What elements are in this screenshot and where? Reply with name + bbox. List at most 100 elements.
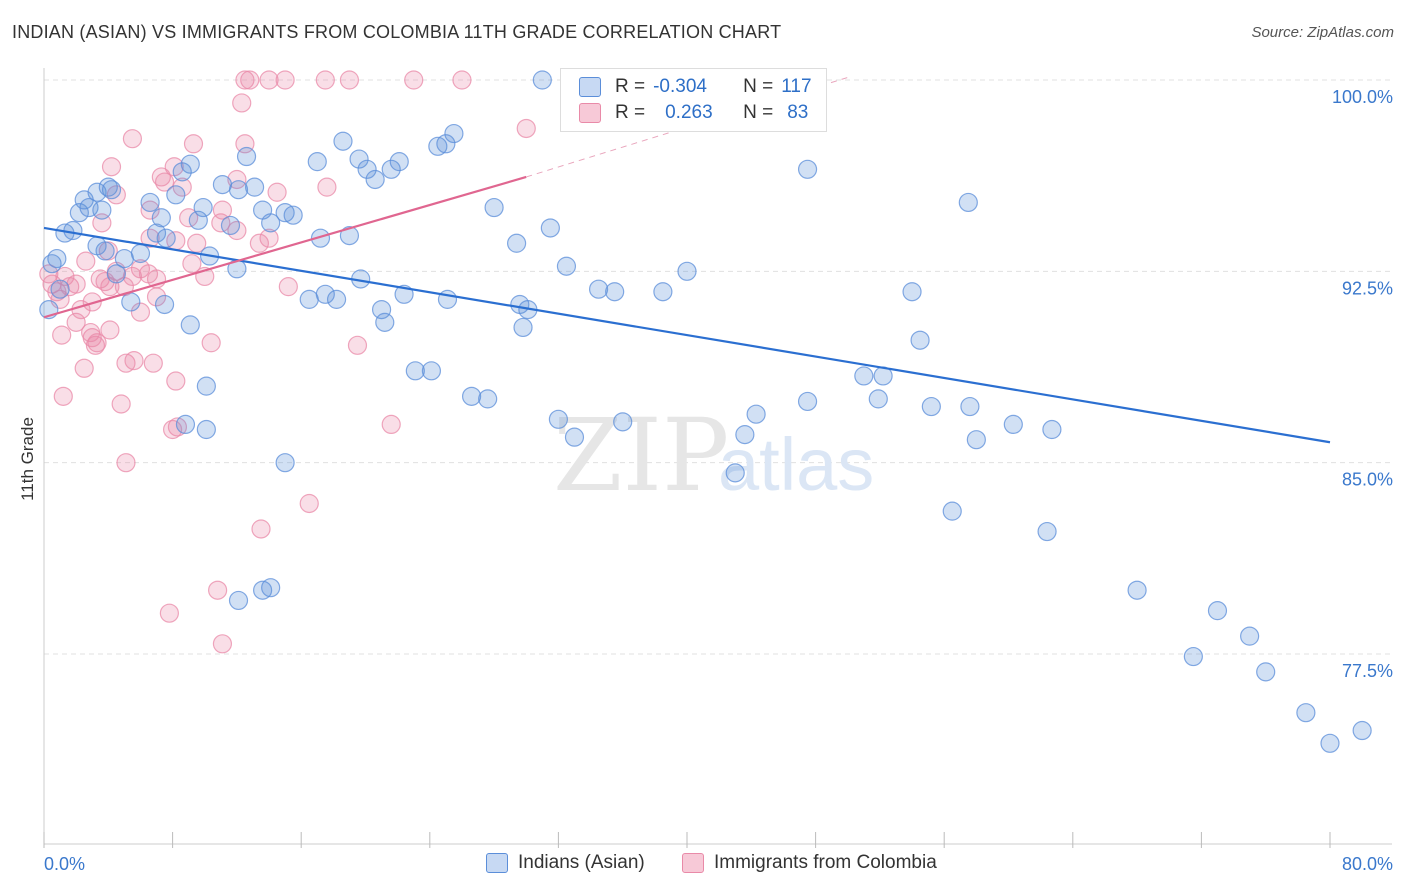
colombia-point xyxy=(140,228,160,248)
indians-point xyxy=(63,220,83,241)
colombia-point xyxy=(208,580,228,600)
bottom-legend-label: Indians (Asian) xyxy=(518,852,645,873)
indians-point xyxy=(69,203,89,223)
y-axis-label: 11th Grade xyxy=(18,417,37,501)
colombia-point xyxy=(146,287,167,307)
colombia-point xyxy=(53,386,73,406)
indians-point xyxy=(605,282,625,302)
indians-point xyxy=(87,182,107,202)
indians-point xyxy=(797,391,818,412)
bottom-legend-indians: Indians (Asian) xyxy=(486,852,645,874)
indians-point xyxy=(735,425,755,445)
legend-r-value: -0.304 xyxy=(653,76,707,97)
indians-point xyxy=(154,294,175,315)
legend-row-indians: R = -0.304 N = 117 xyxy=(579,75,812,99)
indians-point xyxy=(902,282,922,302)
x-tick-label-min: 0.0% xyxy=(44,854,85,874)
indians-point xyxy=(212,174,233,195)
indians-point xyxy=(960,396,980,417)
indians-point xyxy=(436,134,456,154)
indians-point xyxy=(478,389,498,409)
indians-point xyxy=(942,501,962,521)
chart-source: Source: ZipAtlas.com xyxy=(1251,24,1394,41)
colombia-point xyxy=(163,419,183,440)
indians-point xyxy=(588,279,609,299)
indians-point xyxy=(307,152,327,172)
indians-point xyxy=(236,146,257,167)
indians-point xyxy=(1183,646,1203,667)
indians-point xyxy=(357,159,377,179)
watermark-zip: ZIP xyxy=(553,397,729,514)
indians-point xyxy=(513,317,533,338)
correlation-legend: R = -0.304 N = 117 R = 0.263 N = 83 xyxy=(560,68,827,132)
bottom-swatch-pink xyxy=(682,853,704,873)
indians-point xyxy=(677,261,697,281)
x-tick-label-max: 80.0% xyxy=(1342,854,1393,874)
indians-point xyxy=(1037,521,1057,542)
colombia-point xyxy=(124,351,144,371)
colombia-point xyxy=(100,320,120,340)
indians-point xyxy=(381,159,401,179)
colombia-point xyxy=(183,134,204,154)
indians-point xyxy=(868,389,888,409)
indians-point xyxy=(532,70,552,90)
colombia-point xyxy=(275,70,295,90)
legend-n-label: N = xyxy=(743,102,774,123)
indians-point xyxy=(1042,419,1062,440)
colombia-point xyxy=(182,254,202,274)
trend-lines xyxy=(43,76,1331,444)
colombia-point xyxy=(154,172,175,192)
bottom-legend-label: Immigrants from Colombia xyxy=(714,852,937,873)
colombia-point xyxy=(82,292,102,312)
indians-point xyxy=(405,361,425,381)
indians-point xyxy=(1207,601,1228,621)
colombia-point xyxy=(159,603,179,623)
indians-trend-line xyxy=(43,226,1331,444)
indians-point xyxy=(1352,720,1372,741)
indians-point xyxy=(653,282,673,302)
indians-point xyxy=(101,180,122,200)
legend-r-value: 0.263 xyxy=(665,102,713,123)
colombia-point xyxy=(212,634,233,654)
indians-point xyxy=(746,404,766,424)
colombia-point xyxy=(299,493,319,514)
colombia-point xyxy=(130,302,151,322)
colombia-point xyxy=(101,157,122,177)
indians-point xyxy=(261,213,281,233)
indians-point xyxy=(1003,414,1023,434)
colombia-point xyxy=(278,277,298,297)
colombia-point xyxy=(151,167,171,187)
indians-point xyxy=(228,590,249,611)
indians-point xyxy=(114,248,134,269)
indians-point xyxy=(797,159,818,179)
indians-point xyxy=(461,386,482,406)
y-tick-label: 100.0% xyxy=(1332,87,1393,107)
colombia-point xyxy=(166,371,186,391)
indians-point xyxy=(146,223,167,243)
indians-point xyxy=(106,264,126,284)
colombia-point xyxy=(404,70,424,90)
indians-point xyxy=(854,366,874,386)
colombia-point xyxy=(76,251,96,271)
indians-point xyxy=(507,233,527,253)
legend-n-value: 117 xyxy=(781,76,812,97)
colombia-point xyxy=(381,414,401,434)
indians-point xyxy=(275,453,295,473)
colombia-point xyxy=(227,169,247,190)
watermark-atlas: atlas xyxy=(718,423,874,506)
y-tick-label: 92.5% xyxy=(1342,278,1393,298)
indians-point xyxy=(564,427,585,447)
colombia-point xyxy=(240,70,260,90)
indians-point xyxy=(121,292,141,312)
colombia-point xyxy=(317,177,337,197)
colombia-point xyxy=(116,453,136,473)
indians-point xyxy=(540,218,560,238)
indians-point xyxy=(958,192,978,213)
indians-point xyxy=(47,248,67,269)
indians-point xyxy=(180,154,200,174)
indians-point xyxy=(172,162,192,182)
colombia-point xyxy=(122,266,143,287)
colombia-point xyxy=(52,325,72,345)
indians-point xyxy=(444,123,464,144)
colombia-point xyxy=(339,70,360,90)
